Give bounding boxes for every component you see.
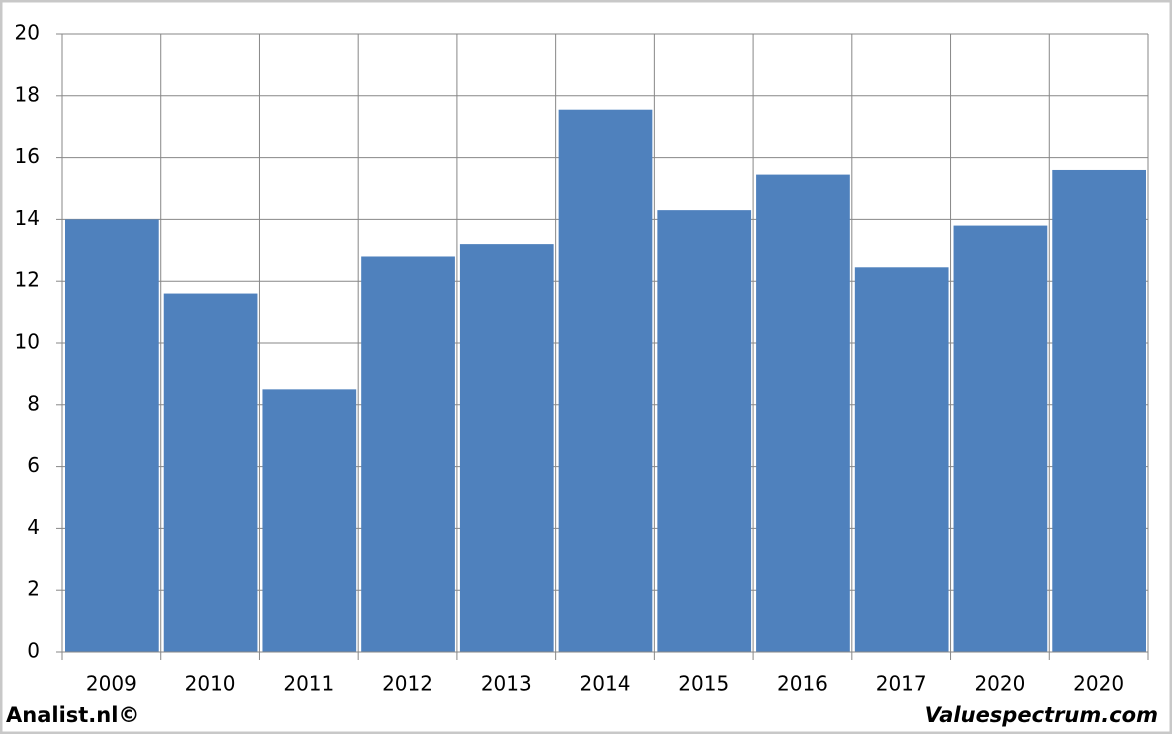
bar [361,256,455,652]
y-tick-label: 8 [27,391,40,415]
x-tick-label: 2020 [1073,672,1124,696]
bar [953,225,1048,652]
x-tick-label: 2010 [185,672,236,696]
x-tick-label: 2011 [283,672,334,696]
bar [459,244,554,652]
bar [163,293,258,652]
y-tick-label: 20 [15,21,40,45]
bar [756,174,850,652]
x-tick-label: 2016 [777,672,828,696]
y-tick-label: 12 [15,268,40,292]
y-tick-label: 14 [15,206,40,230]
bar [558,109,653,652]
x-tick-label: 2017 [876,672,927,696]
x-tick-label: 2015 [678,672,729,696]
credit-left: Analist.nl© [6,703,139,727]
y-tick-label: 10 [15,330,40,354]
bar [262,389,357,652]
y-tick-label: 2 [27,577,40,601]
credit-right: Valuespectrum.com [925,703,1158,727]
y-tick-label: 18 [15,82,40,106]
y-tick-label: 4 [27,515,40,539]
x-tick-label: 2020 [974,672,1025,696]
x-tick-label: 2014 [580,672,631,696]
x-tick-label: 2013 [481,672,532,696]
bar [65,219,159,652]
y-tick-label: 0 [27,639,40,663]
bar [854,267,949,652]
bar [657,210,752,652]
x-tick-label: 2012 [382,672,433,696]
y-tick-label: 6 [27,453,40,477]
bar [1052,169,1146,652]
y-tick-label: 16 [15,144,40,168]
x-tick-label: 2009 [86,672,137,696]
